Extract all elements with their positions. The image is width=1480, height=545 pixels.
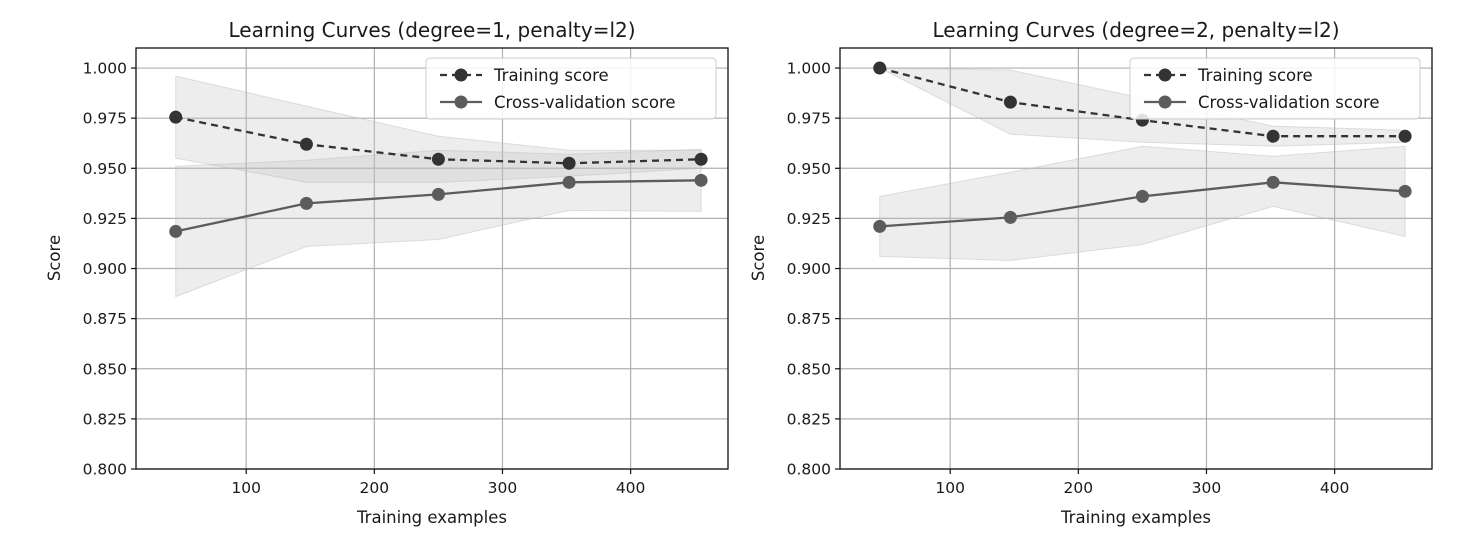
legend-panel-2: Training score Cross-validation score xyxy=(1129,57,1421,120)
y-tick-label: 0.975 xyxy=(83,110,127,128)
data-point-cv xyxy=(1003,210,1017,224)
data-point-training xyxy=(694,152,708,166)
y-tick-label: 0.850 xyxy=(787,360,831,378)
legend-marker-training xyxy=(454,68,468,82)
data-point-training xyxy=(873,61,887,75)
x-tick-label: 100 xyxy=(935,479,965,497)
y-tick-label: 0.850 xyxy=(83,360,127,378)
y-tick-label: 0.900 xyxy=(83,260,127,278)
ticks-panel-2: 100 200 300 400 0.800 0.825 0.850 0.875 0.900 0.9… xyxy=(787,60,1350,497)
x-axis-label: Training examples xyxy=(356,508,507,527)
y-tick-label: 1.000 xyxy=(83,60,127,78)
legend-box xyxy=(1129,57,1421,120)
x-axis-label: Training examples xyxy=(1060,508,1211,527)
ticks-panel-1: 100 200 300 400 0.800 0.825 0.850 0.875 0.900 0.9… xyxy=(83,60,646,497)
data-point-training xyxy=(169,110,183,124)
y-tick-label: 0.800 xyxy=(787,461,831,479)
y-tick-label: 0.825 xyxy=(83,410,127,428)
y-tick-label: 1.000 xyxy=(787,60,831,78)
y-tick-label: 0.875 xyxy=(787,310,831,328)
y-tick-label: 0.900 xyxy=(787,260,831,278)
data-point-training xyxy=(1398,129,1412,143)
x-tick-label: 300 xyxy=(488,479,518,497)
y-axis-label: Score xyxy=(45,235,64,281)
data-point-cv xyxy=(431,187,445,201)
legend-label-cv: Cross-validation score xyxy=(1198,93,1380,112)
data-point-training xyxy=(1266,129,1280,143)
legend-box xyxy=(425,57,717,120)
chart-title: Learning Curves (degree=2, penalty=l2) xyxy=(932,18,1339,42)
y-tick-label: 0.925 xyxy=(83,210,127,228)
legend-marker-cv xyxy=(454,95,468,109)
points-panel-1 xyxy=(169,110,708,238)
data-point-cv xyxy=(562,175,576,189)
y-tick-label: 0.975 xyxy=(787,110,831,128)
legend-panel-1: Training score Cross-validation score xyxy=(425,57,717,120)
y-tick-label: 0.825 xyxy=(787,410,831,428)
data-point-training xyxy=(431,152,445,166)
data-point-cv xyxy=(1135,189,1149,203)
data-point-training xyxy=(299,137,313,151)
points-panel-2 xyxy=(873,61,1412,233)
chart-panel-1: 100 200 300 400 0.800 0.825 0.850 0.875 0.900 0.9… xyxy=(45,18,729,527)
data-point-training xyxy=(562,156,576,170)
x-tick-label: 200 xyxy=(360,479,390,497)
y-tick-label: 0.875 xyxy=(83,310,127,328)
data-point-cv xyxy=(1266,175,1280,189)
legend-marker-cv xyxy=(1158,95,1172,109)
y-tick-label: 0.950 xyxy=(787,160,831,178)
x-tick-label: 200 xyxy=(1064,479,1094,497)
y-axis-label: Score xyxy=(749,235,768,281)
y-tick-label: 0.950 xyxy=(83,160,127,178)
legend-label-cv: Cross-validation score xyxy=(494,93,676,112)
plot-frame-panel-2 xyxy=(839,47,1433,470)
data-point-cv xyxy=(1398,184,1412,198)
legend-marker-training xyxy=(1158,68,1172,82)
chart-title: Learning Curves (degree=1, penalty=l2) xyxy=(228,18,635,42)
y-tick-label: 0.925 xyxy=(787,210,831,228)
std-band-cv xyxy=(879,145,1406,262)
data-point-cv xyxy=(299,196,313,210)
data-point-cv xyxy=(169,224,183,238)
chart-panel-2: 100 200 300 400 0.800 0.825 0.850 0.875 0.900 0.9… xyxy=(749,18,1433,527)
x-tick-label: 400 xyxy=(1320,479,1350,497)
std-band-training xyxy=(175,75,702,183)
data-point-training xyxy=(1003,95,1017,109)
data-point-cv xyxy=(694,173,708,187)
legend-label-training: Training score xyxy=(493,66,609,85)
y-tick-label: 0.800 xyxy=(83,461,127,479)
std-band-cv xyxy=(175,148,702,298)
x-tick-label: 100 xyxy=(231,479,261,497)
x-tick-label: 300 xyxy=(1192,479,1222,497)
plot-frame-panel-1 xyxy=(135,47,729,470)
x-tick-label: 400 xyxy=(616,479,646,497)
legend-label-training: Training score xyxy=(1197,66,1313,85)
data-point-cv xyxy=(873,219,887,233)
